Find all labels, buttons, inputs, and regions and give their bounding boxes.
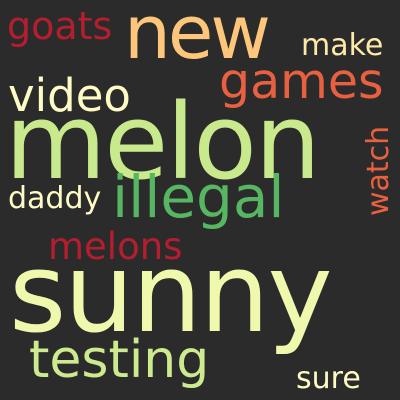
word-melon: melon: [5, 81, 321, 203]
word-sunny: sunny: [9, 229, 333, 357]
word-games: games: [219, 53, 384, 110]
word-melons: melons: [48, 225, 183, 268]
word-sure: sure: [296, 361, 361, 396]
word-make: make: [301, 28, 384, 63]
word-testing: testing: [29, 330, 210, 390]
word-watch: watch: [361, 125, 396, 216]
word-new: new: [124, 0, 271, 76]
word-daddy: daddy: [8, 181, 102, 216]
word-video: video: [8, 69, 131, 122]
word-illegal: illegal: [112, 163, 285, 231]
word-goats: goats: [7, 4, 113, 48]
